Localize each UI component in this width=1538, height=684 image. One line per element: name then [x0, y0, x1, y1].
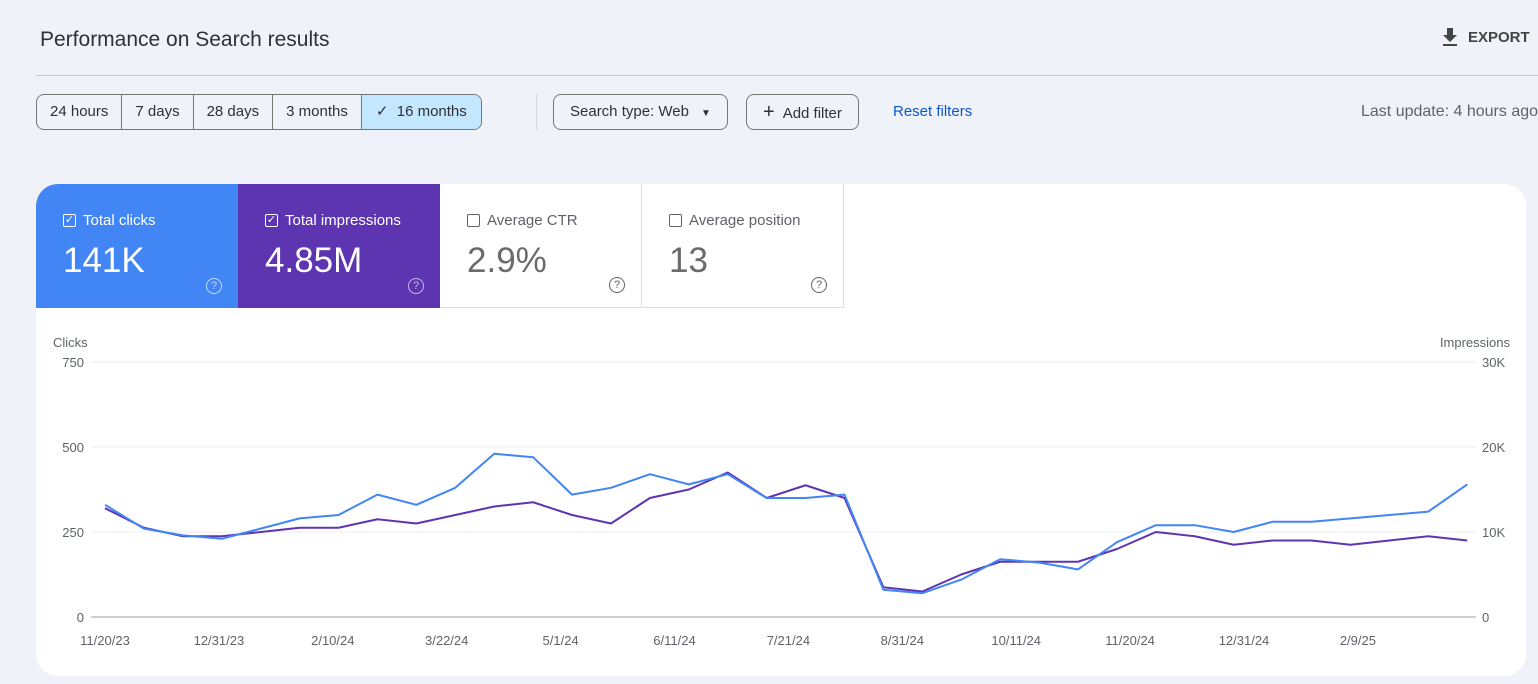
help-icon[interactable]: ?	[609, 277, 625, 293]
divider	[36, 75, 1538, 76]
date-range-selector[interactable]: 24 hours 7 days 28 days 3 months ✓ 16 mo…	[36, 94, 482, 130]
x-tick-label: 12/31/24	[1219, 633, 1270, 648]
x-tick-label: 11/20/24	[1105, 633, 1155, 648]
checkbox-checked-icon[interactable]: ✓	[265, 214, 278, 227]
series-line-clicks	[104, 452, 1468, 595]
x-tick-label: 3/22/24	[425, 633, 468, 648]
add-filter-label: Add filter	[782, 105, 842, 122]
last-update: Last update: 4 hours ago	[1361, 103, 1538, 120]
x-tick-label: 7/21/24	[767, 633, 810, 648]
download-icon	[1443, 28, 1457, 46]
caret-down-icon: ▼	[700, 108, 711, 119]
left-tick-label: 500	[62, 440, 84, 455]
check-icon: ✓	[375, 103, 397, 120]
range-28-days[interactable]: 28 days	[194, 95, 274, 129]
x-tick-label: 6/11/24	[653, 633, 695, 648]
export-button[interactable]: EXPORT	[1442, 28, 1530, 46]
range-16-months[interactable]: ✓ 16 months	[361, 95, 481, 129]
search-type-label: Search type: Web	[570, 103, 689, 120]
performance-chart[interactable]: Clicks Impressions 0 0 250 10K 500 20K 750 30K 1…	[36, 308, 1526, 676]
x-tick-label: 2/9/25	[1340, 633, 1376, 648]
left-tick-label: 750	[62, 355, 84, 370]
reset-filters-link[interactable]: Reset filters	[893, 103, 973, 120]
metric-label: Average position	[689, 212, 801, 229]
checkbox-unchecked-icon[interactable]	[467, 214, 480, 227]
metric-value: 141K	[63, 241, 145, 280]
range-24-hours[interactable]: 24 hours	[37, 95, 123, 129]
range-3-months[interactable]: 3 months	[273, 95, 362, 129]
left-tick-label: 250	[62, 525, 84, 540]
checkbox-checked-icon[interactable]: ✓	[63, 214, 76, 227]
x-tick-label: 2/10/24	[311, 633, 354, 648]
x-tick-label: 10/11/24	[991, 633, 1041, 648]
left-tick-label: 0	[77, 610, 84, 625]
search-type-dropdown[interactable]: Search type: Web ▼	[553, 94, 728, 130]
plus-icon: +	[763, 101, 775, 123]
metric-average-position[interactable]: Average position 13 ?	[642, 184, 844, 308]
left-axis-label: Clicks	[53, 335, 88, 350]
range-7-days[interactable]: 7 days	[122, 95, 194, 129]
export-label: EXPORT	[1468, 28, 1530, 46]
metric-average-ctr[interactable]: Average CTR 2.9% ?	[440, 184, 642, 308]
performance-card: ✓ Total clicks 141K ? ✓ Total impressions …	[36, 184, 1526, 676]
x-tick-label: 5/1/24	[543, 633, 579, 648]
x-tick-label: 8/31/24	[881, 633, 924, 648]
help-icon[interactable]: ?	[811, 277, 827, 293]
help-icon[interactable]: ?	[206, 278, 222, 294]
metric-label: Total impressions	[285, 212, 401, 229]
metric-label: Total clicks	[83, 212, 156, 229]
metric-total-impressions[interactable]: ✓ Total impressions 4.85M ?	[238, 184, 440, 308]
metric-label: Average CTR	[487, 212, 578, 229]
help-icon[interactable]: ?	[408, 278, 424, 294]
x-tick-label: 12/31/23	[194, 633, 245, 648]
series-line-impressions	[104, 471, 1468, 593]
range-label: 16 months	[396, 103, 467, 120]
right-tick-label: 20K	[1482, 440, 1505, 455]
right-tick-label: 10K	[1482, 525, 1505, 540]
right-tick-label: 0	[1482, 610, 1489, 625]
checkbox-unchecked-icon[interactable]	[669, 214, 682, 227]
metric-value: 2.9%	[467, 241, 547, 280]
page-title: Performance on Search results	[40, 28, 330, 51]
metric-value: 4.85M	[265, 241, 363, 280]
metric-value: 13	[669, 241, 708, 280]
metric-total-clicks[interactable]: ✓ Total clicks 141K ?	[36, 184, 238, 308]
x-tick-label: 11/20/23	[80, 633, 130, 648]
right-tick-label: 30K	[1482, 355, 1505, 370]
divider	[536, 94, 537, 130]
add-filter-button[interactable]: + Add filter	[746, 94, 859, 130]
right-axis-label: Impressions	[1440, 335, 1511, 350]
